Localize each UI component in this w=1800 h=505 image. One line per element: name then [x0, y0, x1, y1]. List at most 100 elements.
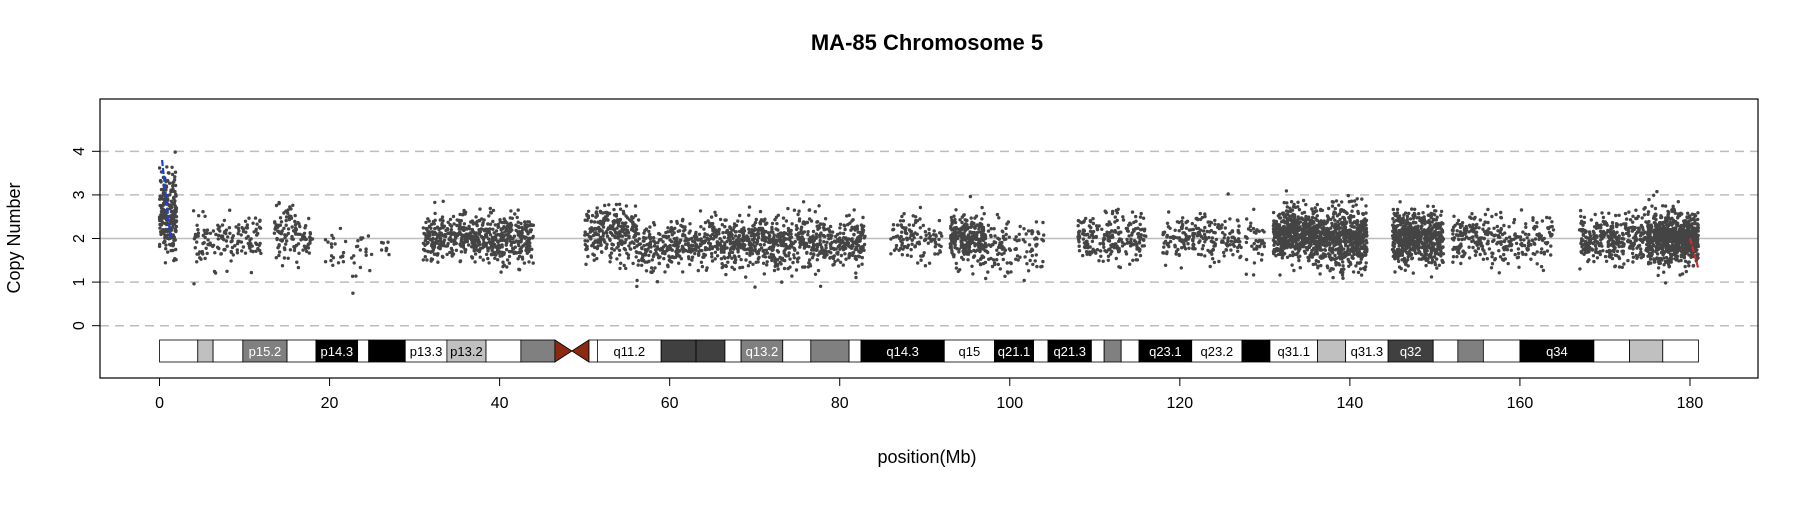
data-point: [1284, 215, 1287, 218]
data-point: [1084, 243, 1087, 246]
data-point: [1201, 237, 1204, 240]
data-point: [198, 250, 201, 253]
data-point: [1258, 245, 1261, 248]
data-point: [1174, 229, 1177, 232]
data-point: [937, 238, 940, 241]
data-point: [1365, 261, 1368, 264]
data-point: [1350, 210, 1353, 213]
data-point: [1290, 200, 1293, 203]
data-point: [747, 228, 750, 231]
data-point: [855, 258, 858, 261]
data-point: [1309, 239, 1312, 242]
data-point: [714, 214, 717, 217]
data-point: [723, 225, 726, 228]
data-point: [164, 243, 167, 246]
data-point: [433, 201, 436, 204]
data-point: [450, 233, 453, 236]
data-point: [916, 261, 919, 264]
data-point: [1347, 258, 1350, 261]
data-point: [615, 220, 618, 223]
data-point: [1319, 209, 1322, 212]
data-point: [733, 225, 736, 228]
data-point: [738, 214, 741, 217]
data-point: [1116, 219, 1119, 222]
data-point: [1111, 212, 1114, 215]
data-point: [1325, 235, 1328, 238]
data-point: [479, 247, 482, 250]
data-point: [778, 256, 781, 259]
data-point: [990, 227, 993, 230]
data-point: [284, 242, 287, 245]
data-point: [1335, 238, 1338, 241]
data-point: [619, 208, 622, 211]
data-point: [793, 256, 796, 259]
data-point: [647, 260, 650, 263]
data-point: [933, 229, 936, 232]
data-point: [1339, 271, 1342, 274]
data-point: [742, 226, 745, 229]
data-point: [851, 218, 854, 221]
data-point: [1433, 261, 1436, 264]
data-point: [1124, 250, 1127, 253]
data-point: [919, 236, 922, 239]
data-point: [1125, 238, 1128, 241]
data-point: [1286, 219, 1289, 222]
data-point: [1139, 254, 1142, 257]
data-point: [621, 230, 624, 233]
data-point: [714, 245, 717, 248]
data-point: [670, 240, 673, 243]
data-point: [217, 237, 220, 240]
data-point: [642, 244, 645, 247]
data-point: [1304, 215, 1307, 218]
data-point: [228, 209, 231, 212]
data-point: [478, 207, 481, 210]
data-point: [1339, 244, 1342, 247]
data-point: [486, 249, 489, 252]
data-point: [728, 252, 731, 255]
data-point: [635, 255, 638, 258]
data-point: [197, 214, 200, 217]
data-point: [762, 236, 765, 239]
data-point: [793, 209, 796, 212]
data-point: [1227, 236, 1230, 239]
data-point: [669, 244, 672, 247]
data-point: [1236, 250, 1239, 253]
data-point: [634, 204, 637, 207]
data-point: [771, 244, 774, 247]
data-point: [478, 250, 481, 253]
data-point: [451, 252, 454, 255]
data-point: [838, 226, 841, 229]
data-point: [275, 237, 278, 240]
data-point: [1341, 264, 1344, 267]
data-point: [997, 216, 1000, 219]
data-point: [1407, 212, 1410, 215]
data-point: [982, 229, 985, 232]
data-point: [777, 214, 780, 217]
data-point: [980, 225, 983, 228]
data-point: [681, 234, 684, 237]
data-point: [1304, 239, 1307, 242]
data-point: [1134, 253, 1137, 256]
data-point: [983, 212, 986, 215]
data-point: [1091, 217, 1094, 220]
data-point: [517, 225, 520, 228]
data-point: [281, 264, 284, 267]
data-point: [595, 257, 598, 260]
data-point: [1118, 231, 1121, 234]
data-point: [1104, 210, 1107, 213]
data-point: [510, 237, 513, 240]
data-point: [1186, 242, 1189, 245]
data-point: [158, 226, 161, 229]
data-point: [1198, 232, 1201, 235]
data-point: [247, 235, 250, 238]
data-point: [793, 249, 796, 252]
data-point: [1116, 211, 1119, 214]
data-point: [758, 228, 761, 231]
data-point: [491, 228, 494, 231]
data-point: [997, 263, 1000, 266]
data-point: [653, 252, 656, 255]
data-point: [1217, 223, 1220, 226]
data-point: [1302, 199, 1305, 202]
data-point: [587, 215, 590, 218]
data-point: [1317, 260, 1320, 263]
